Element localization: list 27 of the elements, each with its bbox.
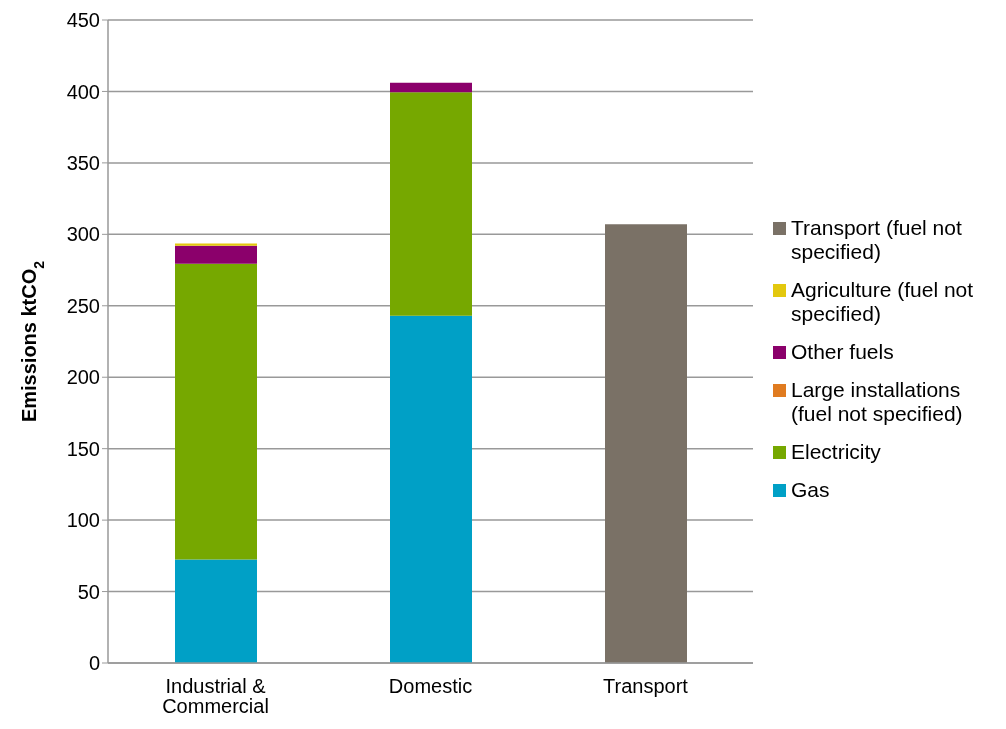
legend-label: Agriculture (fuel not specified) — [791, 277, 975, 326]
y-tick-label: 250 — [66, 294, 100, 317]
y-tick-label: 350 — [66, 151, 100, 174]
y-tick-label: 150 — [66, 437, 100, 460]
legend-label: Transport (fuel not specified) — [791, 215, 963, 264]
y-tick-label: 300 — [66, 223, 100, 246]
x-tick-label: Industrial & Commercial — [162, 675, 269, 718]
legend-label: Other fuels — [791, 339, 894, 364]
bar — [175, 559, 257, 663]
legend-label: Electricity — [791, 439, 881, 464]
legend-label: Large installations (fuel not specified) — [791, 377, 964, 426]
bar — [175, 245, 257, 264]
y-tick-label: 100 — [66, 509, 100, 532]
bar — [605, 224, 687, 663]
bar — [175, 243, 257, 246]
y-tick-label: 0 — [88, 652, 100, 675]
y-tick-label: 400 — [66, 80, 100, 103]
x-tick-label: Domestic — [388, 675, 473, 698]
legend-label: Gas — [791, 477, 830, 502]
bar — [175, 263, 257, 560]
y-tick-label: 200 — [66, 366, 100, 389]
bar — [390, 92, 472, 316]
bar — [390, 315, 472, 663]
bar — [390, 82, 472, 93]
y-tick-label: 50 — [77, 580, 100, 603]
x-tick-label: Transport — [603, 675, 689, 698]
y-tick-label: 450 — [66, 9, 100, 32]
